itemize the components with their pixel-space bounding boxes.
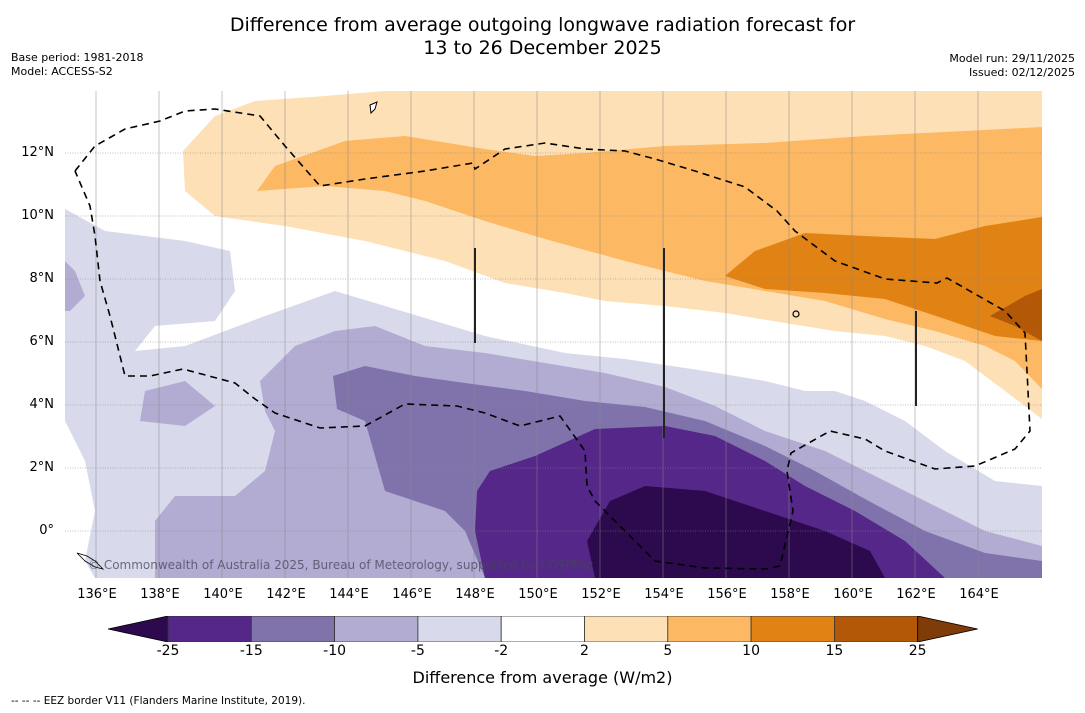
colorbar-segment	[334, 616, 419, 642]
colorbar-tick-label: 25	[908, 643, 927, 659]
lat-label: 10°N	[21, 208, 54, 223]
gridlines	[65, 91, 1042, 578]
lon-label: 152°E	[581, 587, 621, 602]
colorbar-tick-label: 15	[825, 643, 844, 659]
base-period: Base period: 1981-2018	[11, 51, 144, 64]
band-15-25	[990, 289, 1042, 341]
lon-label: 158°E	[770, 587, 810, 602]
lon-label: 142°E	[266, 587, 306, 602]
colorbar-segment	[167, 616, 252, 642]
lon-label: 154°E	[644, 587, 684, 602]
colorbar	[108, 616, 978, 642]
band-neutral-sw	[65, 421, 95, 578]
band-minus10-minus5-west	[65, 261, 85, 311]
lon-label: 160°E	[833, 587, 873, 602]
lon-label: 156°E	[707, 587, 747, 602]
forecast-markers	[474, 248, 917, 438]
lon-label: 150°E	[518, 587, 558, 602]
lon-label: 148°E	[455, 587, 495, 602]
colorbar-label: Difference from average (W/m2)	[412, 668, 673, 687]
colorbar-tick-label: -2	[494, 643, 509, 659]
lon-label: 136°E	[77, 587, 117, 602]
lon-label: 138°E	[140, 587, 180, 602]
colorbar-tick-label: -10	[323, 643, 347, 659]
copyright-notice: © Commonwealth of Australia 2025, Bureau…	[88, 558, 594, 572]
band-below-minus25	[587, 486, 885, 578]
colorbar-segment	[250, 616, 336, 642]
lon-label: 162°E	[896, 587, 936, 602]
map-svg	[65, 91, 1042, 578]
colorbar-tick-label: -15	[239, 643, 263, 659]
colorbar-tick-label: 10	[742, 643, 760, 659]
model-run: Model run: 29/11/2025	[949, 52, 1075, 65]
colorbar-segment	[834, 616, 919, 642]
lat-label: 4°N	[29, 397, 55, 412]
colorbar-segment	[417, 616, 502, 642]
colorbar-segment	[584, 616, 669, 642]
band-5-10	[257, 127, 1042, 389]
model-name: Model: ACCESS-S2	[11, 65, 113, 78]
title-line-2: 13 to 26 December 2025	[423, 37, 662, 59]
colorbar-extend-high	[917, 616, 978, 642]
island-pohnpei	[792, 310, 800, 318]
colorbar-tick-label: 5	[663, 643, 673, 659]
meta-right: Model run: 29/11/2025 Issued: 02/12/2025	[949, 52, 1075, 80]
lat-label: 6°N	[29, 334, 55, 349]
colorbar-segment	[500, 616, 585, 642]
colorbar-tick-label: -5	[410, 643, 425, 659]
issued-date: Issued: 02/12/2025	[968, 66, 1075, 79]
lat-label: 2°N	[29, 460, 55, 475]
lat-label: 12°N	[21, 145, 54, 160]
colorbar-tick-label: -25	[156, 643, 180, 659]
eez-footnote: -- -- -- EEZ border V11 (Flanders Marine…	[11, 695, 306, 707]
island-papua	[76, 552, 105, 570]
lat-label: 0°	[39, 523, 54, 538]
colorbar-segment	[667, 616, 752, 642]
lon-label: 164°E	[959, 587, 999, 602]
colorbar-tick-label: 2	[580, 643, 589, 659]
title-line-1: Difference from average outgoing longwav…	[229, 14, 856, 36]
island-guam	[369, 101, 378, 115]
eez-border	[74, 108, 1031, 570]
meta-left: Base period: 1981-2018 Model: ACCESS-S2	[11, 51, 143, 79]
lon-label: 146°E	[392, 587, 432, 602]
map-panel[interactable]	[65, 91, 1042, 578]
colorbar-extend-low	[108, 616, 169, 642]
lon-label: 140°E	[203, 587, 243, 602]
colorbar-segment	[750, 616, 835, 642]
chart-title: Difference from average outgoing longwav…	[0, 14, 1085, 60]
lon-label: 144°E	[329, 587, 369, 602]
lat-label: 8°N	[29, 271, 55, 286]
